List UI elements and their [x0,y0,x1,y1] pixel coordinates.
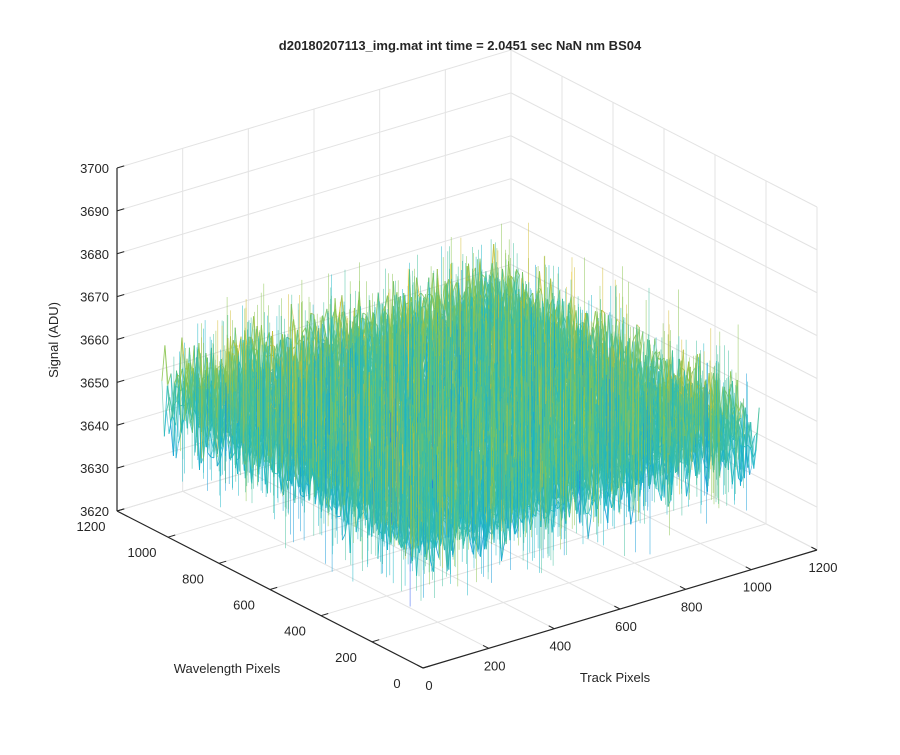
surface-segment [275,473,278,474]
surface-segment [363,313,366,315]
surface-segment [168,374,171,385]
surface-mesh [162,223,759,607]
surface-segment [162,345,165,381]
